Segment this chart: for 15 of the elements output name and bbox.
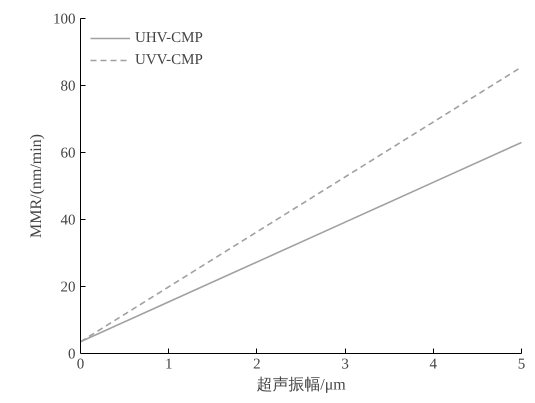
y-tick-label: 0 bbox=[68, 346, 76, 362]
legend-label: UVV-CMP bbox=[135, 52, 203, 68]
x-tick-label: 5 bbox=[518, 356, 526, 372]
legend-label: UHV-CMP bbox=[135, 30, 203, 46]
x-tick-label: 4 bbox=[430, 356, 438, 372]
x-axis-title: 超声振幅/μm bbox=[256, 376, 346, 394]
x-tick-label: 1 bbox=[164, 356, 172, 372]
x-tick-label: 3 bbox=[341, 356, 349, 372]
y-tick-label: 80 bbox=[60, 78, 76, 94]
x-tick-label: 2 bbox=[253, 356, 261, 372]
y-tick-label: 20 bbox=[60, 280, 76, 296]
y-axis-title: MMR/(nm/min) bbox=[28, 134, 45, 238]
y-tick-label: 100 bbox=[53, 12, 76, 28]
y-tick-label: 40 bbox=[60, 212, 76, 228]
y-tick-label: 60 bbox=[60, 146, 76, 162]
